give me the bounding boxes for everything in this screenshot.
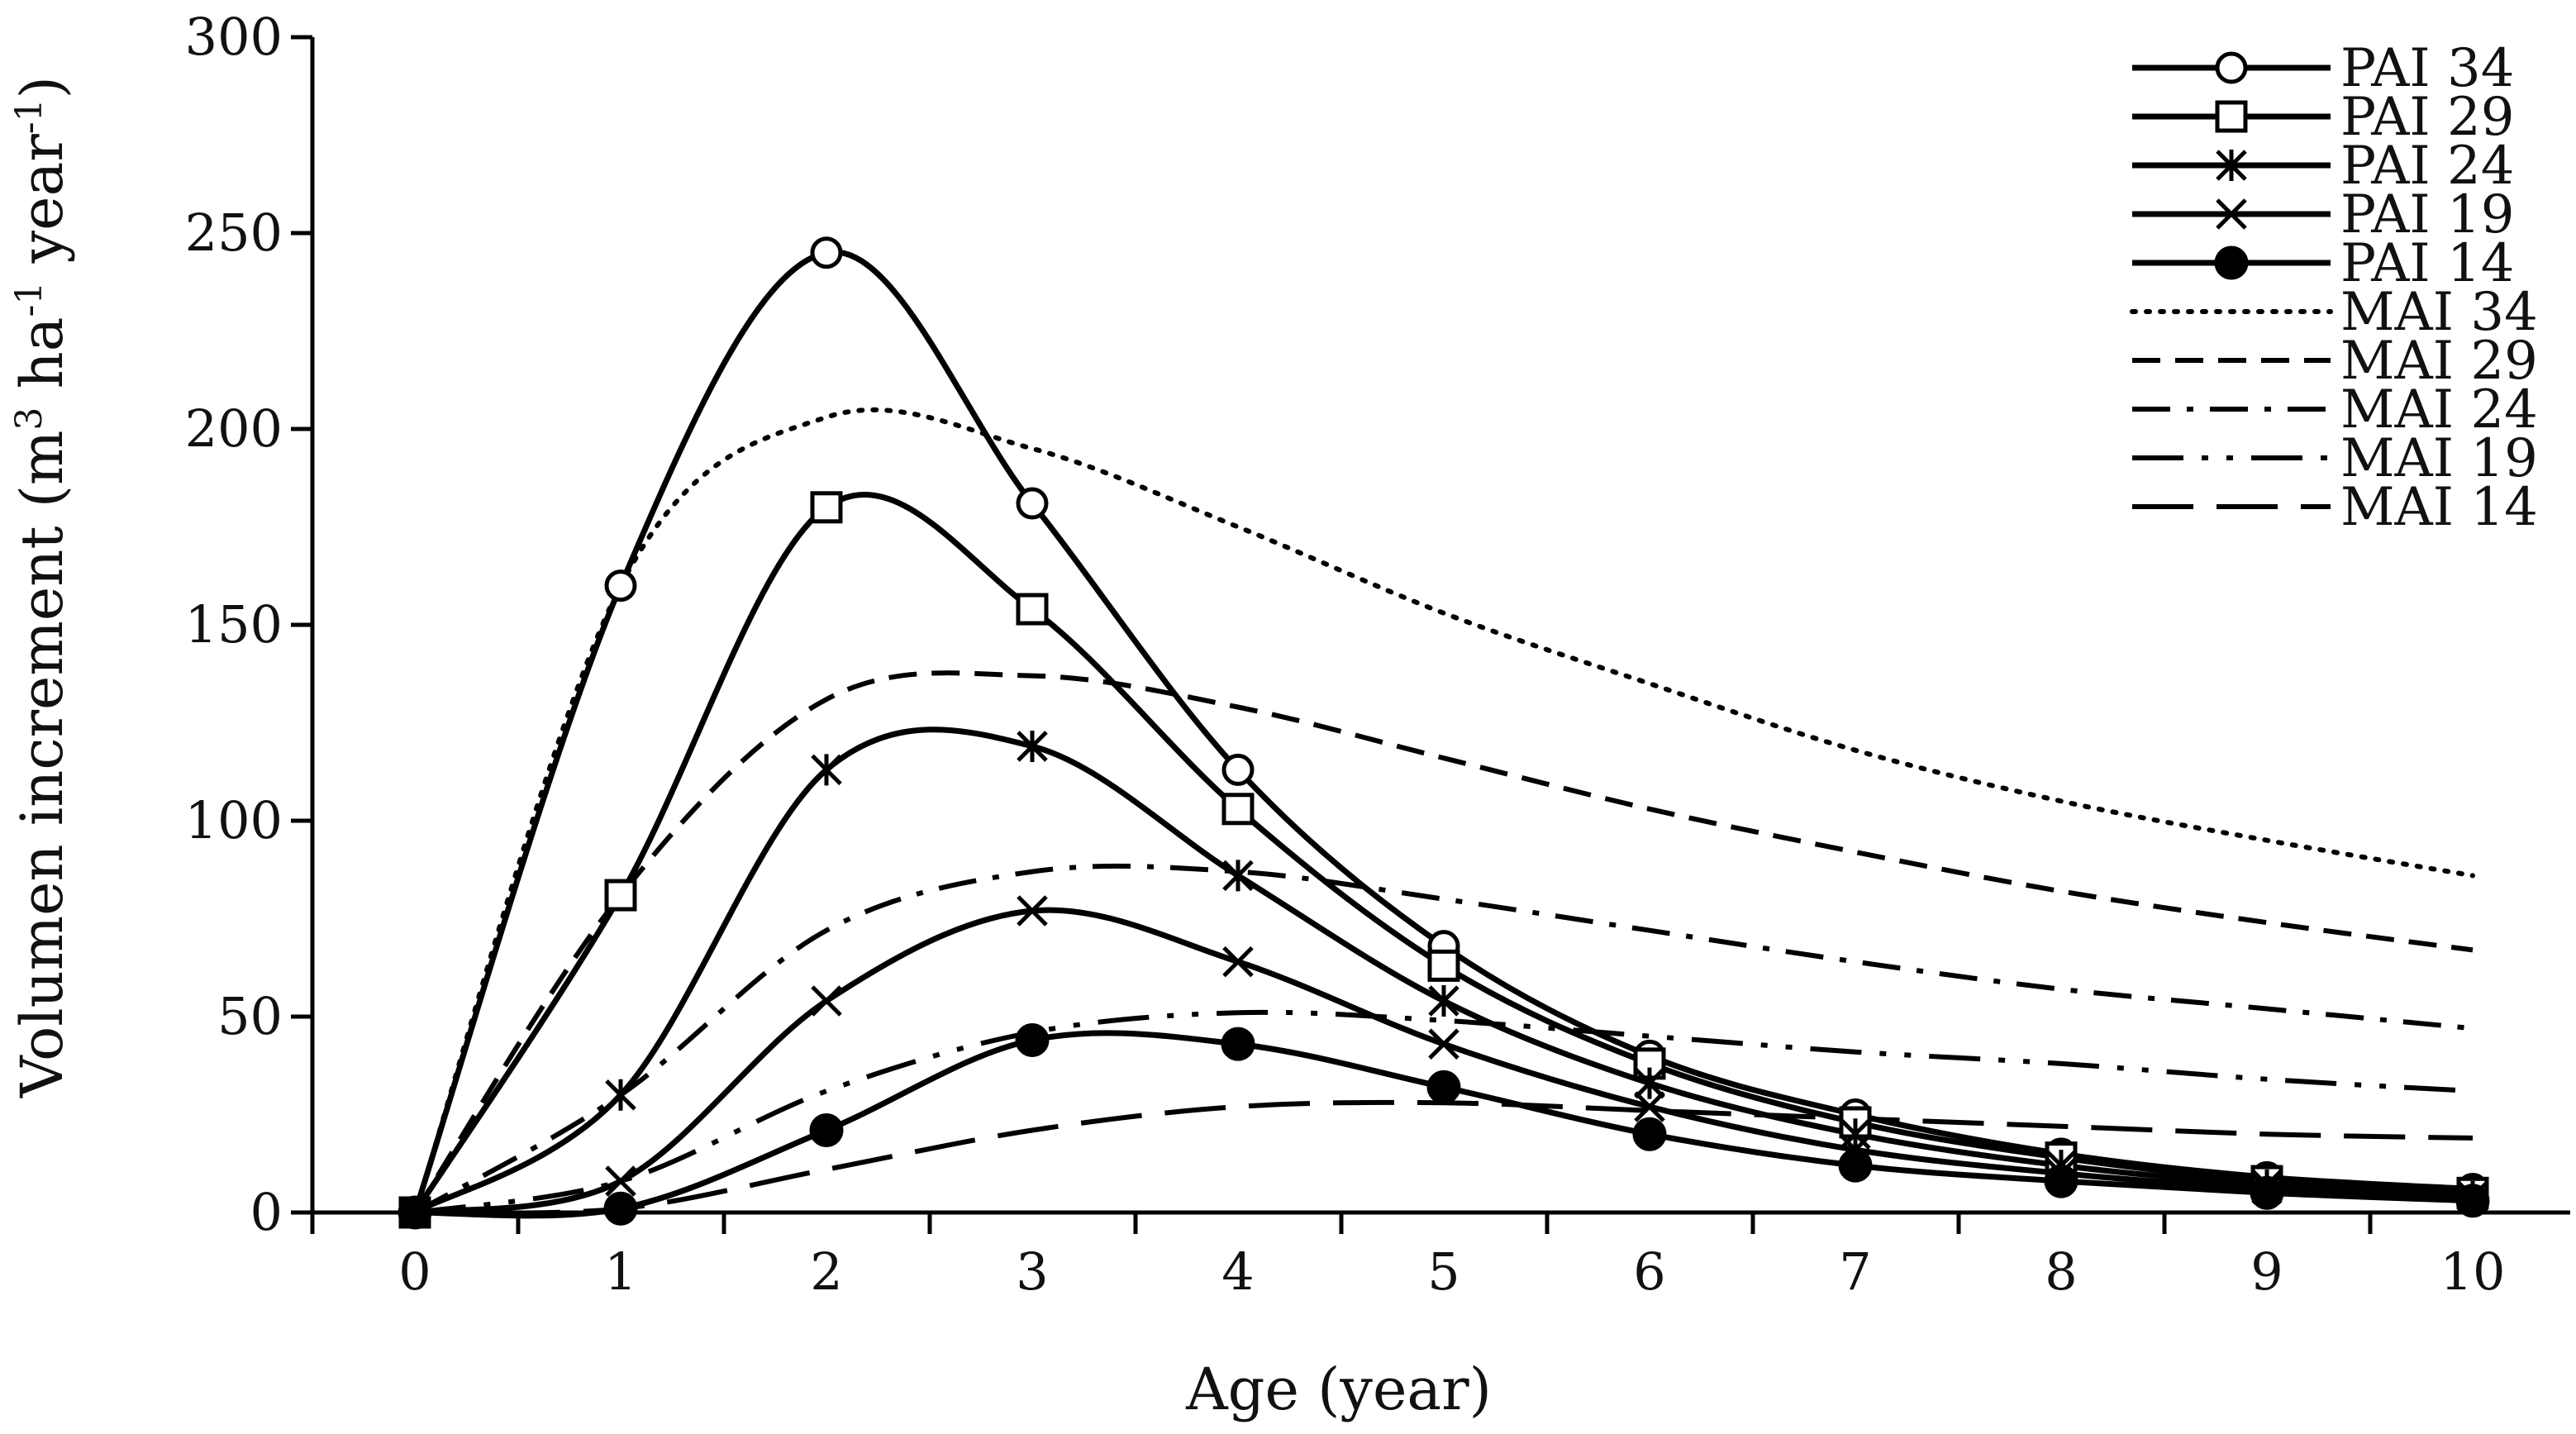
data-point-pai-24 — [1428, 985, 1459, 1017]
x-axis-title: Age (year) — [1185, 1355, 1492, 1423]
data-point-pai-29 — [810, 491, 843, 524]
legend-label-mai-29: MAI 29 — [2340, 331, 2538, 392]
data-point-pai-19 — [1634, 1091, 1665, 1122]
x-tick-label: 0 — [398, 1241, 431, 1302]
x-tick-label: 3 — [1016, 1241, 1048, 1302]
series-line-pai-19 — [414, 907, 2474, 1216]
data-point-pai-19 — [1428, 1028, 1459, 1060]
legend-label-mai-14: MAI 14 — [2340, 477, 2538, 538]
data-point-pai-14 — [2044, 1164, 2078, 1198]
data-point-pai-14 — [1015, 1022, 1050, 1057]
data-point-pai-14 — [2250, 1175, 2284, 1210]
data-point-pai-14 — [809, 1112, 844, 1147]
x-tick-label: 8 — [2045, 1241, 2077, 1302]
data-point-pai-34 — [810, 236, 843, 269]
data-point-pai-19 — [1222, 946, 1254, 978]
y-tick-label: 50 — [217, 986, 283, 1046]
data-point-pai-34 — [1221, 753, 1255, 786]
data-point-pai-19 — [605, 1165, 636, 1197]
legend-label-pai-34: PAI 34 — [2340, 38, 2514, 99]
data-point-pai-29 — [1427, 949, 1460, 982]
data-point-pai-24 — [1222, 860, 1254, 892]
legend-label-pai-19: PAI 19 — [2340, 184, 2514, 245]
marker-layer — [398, 236, 2490, 1230]
data-point-pai-29 — [1016, 593, 1049, 626]
data-point-pai-14 — [603, 1191, 638, 1226]
data-point-pai-19 — [1017, 895, 1048, 927]
data-point-pai-19 — [811, 985, 842, 1017]
data-point-pai-29 — [1221, 793, 1255, 826]
data-point-pai-34 — [604, 569, 637, 603]
y-tick-label: 0 — [250, 1182, 283, 1242]
x-tick-label: 7 — [1839, 1241, 1871, 1302]
legend-marker-pai-19 — [2216, 198, 2247, 230]
y-tick-label: 200 — [185, 398, 283, 459]
y-tick-label: 300 — [185, 7, 283, 67]
data-point-pai-24 — [811, 754, 842, 786]
axes: 0 50 100 150 200 250 300 0 1 2 3 4 5 6 7 8 9 10 — [185, 7, 2570, 1302]
series-line-mai-19 — [414, 1009, 2474, 1215]
legend-marker-pai-24 — [2216, 150, 2247, 181]
legend-label-mai-34: MAI 34 — [2340, 282, 2538, 343]
data-point-pai-24 — [1017, 730, 1048, 762]
data-point-pai-14 — [1221, 1027, 1255, 1061]
legend-label-pai-29: PAI 29 — [2340, 87, 2514, 148]
y-axis-title: Volumen increment (m3 ha-1 year-1) — [8, 76, 77, 1098]
data-point-pai-24 — [1840, 1118, 1871, 1151]
legend-label-pai-24: PAI 24 — [2340, 136, 2514, 197]
legend-label-mai-19: MAI 19 — [2340, 428, 2538, 489]
y-tick-label: 250 — [185, 202, 283, 263]
x-tick-label: 10 — [2440, 1241, 2506, 1302]
legend-marker-pai-29 — [2215, 100, 2248, 133]
x-tick-label: 5 — [1427, 1241, 1459, 1302]
x-tick-label: 1 — [604, 1241, 636, 1302]
legend-label-pai-14: PAI 14 — [2340, 233, 2514, 294]
x-tick-label: 4 — [1221, 1241, 1254, 1302]
data-point-pai-14 — [1838, 1148, 1873, 1183]
y-tick-label: 150 — [185, 594, 283, 655]
x-tick-label: 6 — [1633, 1241, 1665, 1302]
series-line-mai-24 — [413, 863, 2474, 1215]
data-point-pai-14 — [1632, 1117, 1667, 1151]
series-line-mai-29 — [412, 670, 2474, 1214]
y-tick-label: 100 — [185, 790, 283, 850]
series-line-pai-24 — [413, 727, 2474, 1216]
data-point-pai-14 — [2455, 1184, 2490, 1218]
data-point-pai-29 — [604, 879, 637, 912]
legend-marker-pai-34 — [2215, 51, 2248, 84]
legend-marker-pai-14 — [2214, 245, 2249, 280]
data-point-pai-14 — [1426, 1070, 1461, 1104]
data-point-pai-24 — [605, 1079, 636, 1111]
legend-label-mai-24: MAI 24 — [2340, 379, 2538, 441]
data-point-pai-34 — [1016, 487, 1049, 520]
x-tick-label: 2 — [810, 1241, 842, 1302]
data-point-pai-24 — [1634, 1067, 1665, 1099]
data-point-pai-14 — [398, 1195, 432, 1230]
x-tick-label: 9 — [2250, 1241, 2283, 1302]
